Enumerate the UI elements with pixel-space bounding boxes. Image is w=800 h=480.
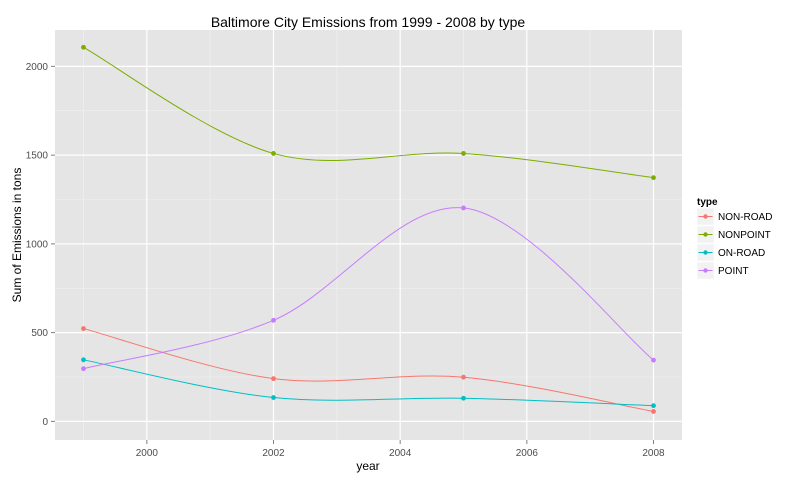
x-tick-label: 2004	[389, 448, 412, 459]
series-line-point	[83, 207, 654, 370]
data-point-on-road	[461, 395, 466, 401]
data-point-on-road	[81, 357, 86, 363]
legend-title: type	[697, 197, 718, 208]
legend-dot-nonpoint	[703, 232, 708, 237]
y-axis-title: Sum of Emissions in tons	[10, 168, 24, 303]
data-point-point	[81, 366, 86, 372]
data-point-on-road	[271, 395, 276, 400]
chart-title: Baltimore City Emissions from 1999 - 200…	[211, 14, 526, 30]
data-point-nonpoint	[81, 44, 86, 50]
x-tick-label: 2000	[136, 448, 159, 459]
y-tick-label: 500	[31, 328, 48, 339]
x-tick-label: 2006	[516, 448, 539, 459]
data-point-nonpoint	[271, 151, 276, 156]
gridlines	[55, 30, 682, 440]
legend-label-on-road: ON-ROAD	[718, 248, 765, 259]
series-layer	[81, 44, 656, 414]
data-point-non-road	[461, 374, 466, 380]
data-point-point	[271, 317, 276, 323]
data-point-non-road	[651, 409, 656, 414]
y-tick-label: 1500	[26, 151, 49, 162]
series-line-nonpoint	[83, 46, 654, 179]
x-axis-title: year	[356, 459, 379, 473]
y-tick-label: 2000	[26, 62, 49, 73]
x-tick-label: 2008	[642, 448, 665, 459]
legend-label-non-road: NON-ROAD	[718, 212, 772, 223]
data-point-point	[461, 205, 466, 211]
x-tick-label: 2002	[262, 448, 285, 459]
series-line-on-road	[83, 359, 654, 407]
legend-label-nonpoint: NONPOINT	[718, 230, 771, 241]
legend-label-point: POINT	[718, 266, 749, 277]
legend-dot-point	[703, 268, 708, 273]
data-point-on-road	[651, 403, 656, 409]
axis-ticks: 2000 2002 2004 2006 2008 0 500 1000 1500 2000	[26, 62, 665, 459]
plot-panel	[55, 30, 682, 440]
data-point-nonpoint	[651, 175, 656, 181]
legend: type NON-ROAD NONPOINT ON-ROAD POINT	[696, 197, 772, 280]
y-tick-label: 0	[42, 417, 48, 428]
data-point-non-road	[271, 376, 276, 382]
data-point-nonpoint	[461, 151, 466, 156]
legend-dot-on-road	[703, 250, 708, 255]
legend-dot-non-road	[703, 214, 708, 219]
y-tick-label: 1000	[26, 239, 49, 250]
data-point-non-road	[81, 326, 86, 331]
data-point-point	[651, 357, 656, 363]
